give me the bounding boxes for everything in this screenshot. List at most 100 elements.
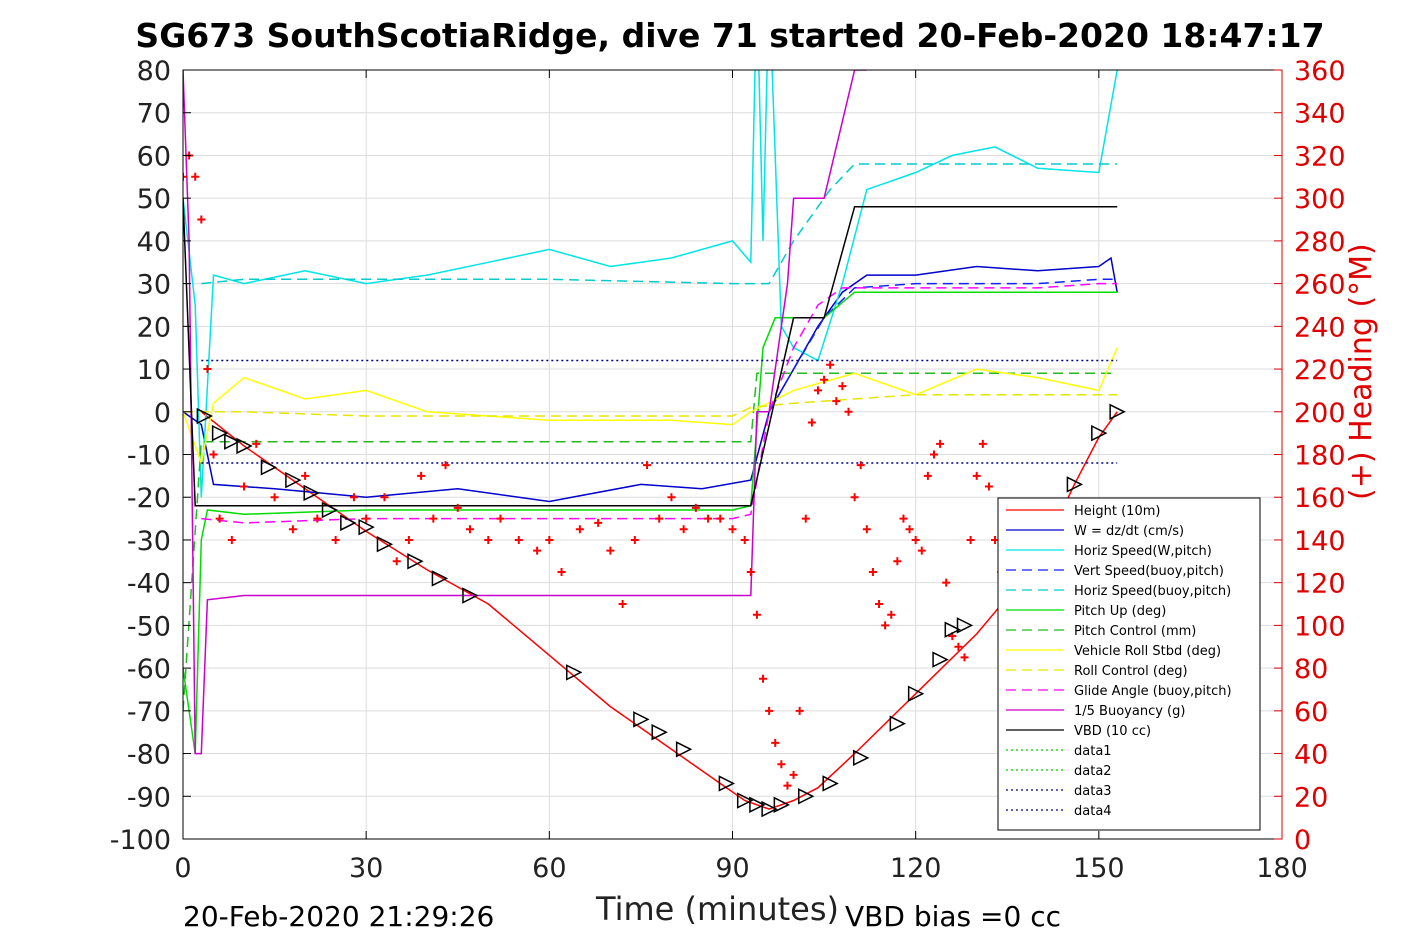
point-marker	[852, 749, 870, 767]
y-left-tick-label: -20	[127, 483, 171, 514]
legend-box	[997, 497, 1261, 831]
heading-point	[191, 172, 200, 181]
point-marker	[1109, 403, 1126, 420]
series-line	[201, 163, 1118, 285]
heading-point	[771, 738, 780, 747]
y-right-tick-label: 200	[1294, 398, 1346, 429]
y-left-tick-label: 40	[137, 227, 171, 258]
x-tick-label: 0	[174, 853, 191, 884]
y-axis-right-label: (+) Heading (°M)	[1344, 243, 1379, 500]
x-tick-label: 60	[532, 853, 566, 884]
point-marker	[1091, 424, 1108, 442]
point-marker	[956, 617, 974, 634]
heading-point	[643, 461, 652, 470]
heading-point	[746, 567, 755, 576]
heading-point	[380, 493, 389, 502]
y-left-tick-label: 30	[137, 270, 171, 301]
heading-point	[227, 535, 236, 544]
heading-point	[594, 518, 603, 527]
legend-label: Vert Speed(buoy,pitch)	[1074, 564, 1224, 579]
heading-point	[606, 546, 615, 555]
heading-point	[960, 653, 969, 662]
y-left-tick-label: 20	[137, 312, 171, 343]
heading-point	[655, 514, 664, 523]
series-line	[183, 70, 867, 755]
heading-point	[404, 535, 413, 544]
series-layer	[183, 70, 1118, 810]
heading-point	[978, 439, 987, 448]
legend-label: W = dz/dt (cm/s)	[1074, 524, 1184, 539]
heading-point	[301, 471, 310, 480]
legend-label: data1	[1074, 744, 1112, 759]
point-marker	[260, 459, 278, 476]
series-line	[183, 198, 1118, 507]
y-left-tick-label: -60	[127, 654, 171, 685]
heading-point	[942, 578, 951, 587]
heading-point	[789, 770, 798, 779]
heading-point	[826, 360, 835, 369]
chart-title: SG673 SouthScotiaRidge, dive 71 started …	[135, 16, 1325, 55]
y-left-tick-label: 10	[137, 355, 171, 386]
y-left-tick-label: -90	[127, 782, 171, 813]
heading-point	[850, 493, 859, 502]
legend-label: Horiz Speed(buoy,pitch)	[1074, 584, 1231, 599]
heading-point	[917, 546, 926, 555]
heading-point	[972, 471, 981, 480]
point-marker	[407, 553, 424, 570]
y-right-tick-label: 320	[1294, 141, 1346, 172]
footer-timestamp: 20-Feb-2020 21:29:26	[183, 900, 495, 933]
y-left-tick-label: 70	[137, 99, 171, 130]
heading-point	[209, 450, 218, 459]
point-marker	[798, 788, 815, 805]
point-marker	[566, 664, 583, 681]
legend: Height (10m) W = dz/dt (cm/s) Horiz Speed(…	[997, 497, 1261, 831]
y-right-tick-label: 340	[1294, 99, 1346, 130]
heading-point	[716, 514, 725, 523]
point-marker	[196, 407, 214, 425]
heading-point	[899, 514, 908, 523]
point-marker	[651, 723, 668, 741]
y-right-tick-label: 160	[1294, 483, 1346, 514]
y-left-tick-label: -30	[127, 526, 171, 557]
heading-point	[441, 461, 450, 470]
heading-point	[288, 525, 297, 534]
heading-point	[966, 535, 975, 544]
y-left-tick-label: 0	[154, 398, 171, 429]
legend-label: data4	[1074, 804, 1112, 819]
point-marker	[224, 433, 241, 450]
y-right-tick-label: 240	[1294, 312, 1346, 343]
x-tick-label: 120	[890, 853, 942, 884]
heading-point	[557, 567, 566, 576]
heading-point	[759, 674, 768, 683]
series-line	[201, 282, 1118, 524]
y-right-tick-label: 220	[1294, 355, 1346, 386]
heading-point	[618, 600, 627, 609]
heading-point	[795, 706, 804, 715]
heading-point	[630, 535, 639, 544]
heading-point	[392, 557, 401, 566]
heading-point	[813, 386, 822, 395]
legend-label: VBD (10 cc)	[1074, 724, 1151, 739]
heading-point	[905, 525, 914, 534]
heading-point	[844, 407, 853, 416]
point-marker	[736, 792, 754, 809]
point-marker	[340, 514, 357, 532]
heading-point	[252, 439, 261, 448]
heading-point	[704, 514, 713, 523]
point-marker	[321, 501, 339, 519]
series-line	[183, 70, 1118, 498]
legend-label: Vehicle Roll Stbd (deg)	[1074, 644, 1221, 659]
legend-label: Glide Angle (buoy,pitch)	[1074, 684, 1232, 699]
x-axis: 0 30 60 90 120 150 180	[174, 70, 1308, 884]
legend-label: 1/5 Buoyancy (g)	[1074, 704, 1185, 719]
y-right-tick-label: 300	[1294, 184, 1346, 215]
heading-point	[215, 514, 224, 523]
heading-point	[923, 471, 932, 480]
heading-point	[752, 610, 761, 619]
heading-point	[936, 439, 945, 448]
point-marker	[761, 800, 778, 818]
heading-point	[765, 706, 774, 715]
x-axis-label: Time (minutes)	[596, 890, 839, 928]
point-marker	[1066, 476, 1084, 493]
y-right-tick-label: 280	[1294, 227, 1346, 258]
